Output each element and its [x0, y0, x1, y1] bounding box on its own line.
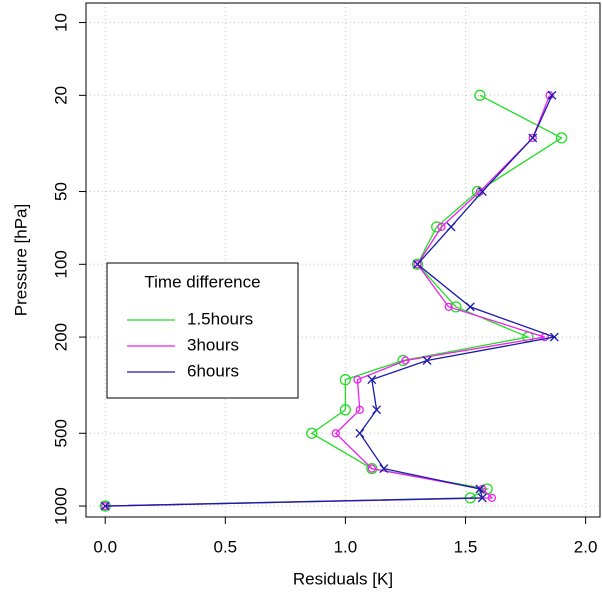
- y-tick-label: 1000: [51, 487, 70, 525]
- point: [437, 222, 446, 232]
- y-tick-label: 100: [51, 250, 70, 278]
- point: [306, 427, 318, 439]
- point: [528, 133, 537, 143]
- point: [545, 91, 554, 100]
- y-tick-label: 500: [51, 419, 70, 447]
- x-tick-label: 1.0: [334, 537, 358, 556]
- point: [353, 375, 362, 384]
- y-axis-title: Pressure [hPa]: [11, 204, 30, 316]
- point: [411, 258, 424, 270]
- point: [422, 356, 432, 365]
- point: [528, 133, 538, 143]
- x-tick-label: 0.0: [93, 537, 117, 556]
- point: [477, 493, 487, 503]
- point: [339, 373, 352, 386]
- point: [547, 90, 557, 100]
- legend-label: 6hours: [187, 361, 239, 380]
- point: [474, 89, 486, 101]
- legend-box: [106, 262, 299, 399]
- point: [477, 187, 487, 196]
- point: [372, 405, 382, 415]
- point: [355, 405, 364, 414]
- x-tick-label: 0.5: [213, 537, 237, 556]
- point: [555, 132, 568, 144]
- point: [355, 428, 365, 438]
- point: [379, 464, 389, 474]
- point: [331, 429, 340, 438]
- point: [450, 301, 462, 313]
- x-tick-label: 1.5: [454, 537, 478, 556]
- point: [100, 501, 110, 511]
- legend-title: Time difference: [144, 272, 260, 291]
- x-tick-label: 2.0: [574, 537, 598, 556]
- point: [446, 222, 456, 232]
- y-tick-label: 10: [51, 13, 70, 32]
- point: [549, 332, 559, 342]
- point: [366, 462, 378, 475]
- y-tick-label: 50: [51, 182, 70, 201]
- legend-label: 3hours: [187, 335, 239, 354]
- x-axis-title: Residuals [K]: [293, 569, 393, 588]
- point: [475, 484, 485, 494]
- y-tick-label: 20: [51, 86, 70, 105]
- point: [339, 404, 352, 416]
- point: [401, 356, 410, 365]
- y-tick-label: 200: [51, 323, 70, 351]
- point: [444, 302, 453, 312]
- point: [412, 259, 422, 269]
- point: [487, 493, 497, 503]
- point: [465, 302, 475, 312]
- legend-label: 1.5hours: [187, 309, 253, 328]
- point: [367, 464, 376, 473]
- point: [367, 375, 377, 385]
- point: [413, 260, 422, 269]
- plot-frame: [85, 2, 601, 518]
